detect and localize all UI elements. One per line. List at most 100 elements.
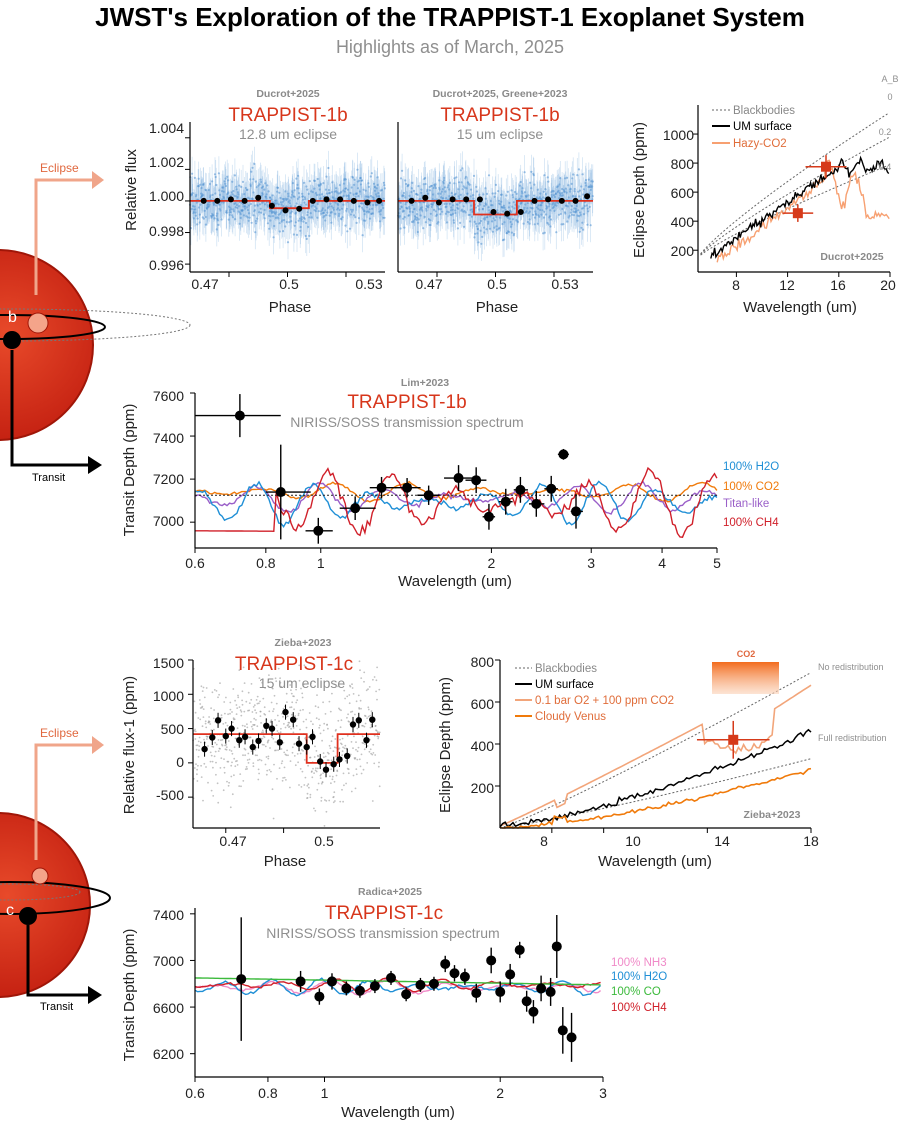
raw-point bbox=[312, 204, 315, 207]
star-trappist1-upper bbox=[0, 249, 94, 441]
raw-point bbox=[194, 211, 197, 214]
raw-point bbox=[311, 770, 313, 773]
raw-point bbox=[381, 204, 384, 207]
raw-point bbox=[431, 203, 434, 206]
raw-point bbox=[347, 768, 350, 771]
raw-point bbox=[198, 736, 201, 739]
raw-point bbox=[241, 703, 244, 706]
binned-point bbox=[531, 197, 538, 204]
raw-point bbox=[343, 182, 346, 185]
raw-point bbox=[205, 189, 208, 192]
raw-point bbox=[329, 202, 332, 205]
citation-c-transit: Radica+2025 bbox=[358, 886, 422, 898]
raw-point bbox=[349, 213, 353, 216]
xtick-b15-1: 0.5 bbox=[487, 276, 507, 292]
raw-point bbox=[270, 719, 273, 722]
raw-point bbox=[432, 186, 435, 189]
raw-point bbox=[441, 188, 444, 191]
raw-point bbox=[369, 726, 372, 729]
panel-c-eclipse-spectrum: Eclipse Depth (ppm) Wavelength (um) 8 10… bbox=[437, 649, 887, 870]
binned-point bbox=[255, 737, 262, 745]
binned-point bbox=[435, 199, 442, 206]
raw-point bbox=[207, 188, 210, 192]
raw-point bbox=[441, 210, 444, 213]
raw-point bbox=[375, 679, 378, 682]
raw-point bbox=[520, 195, 523, 198]
raw-point bbox=[315, 767, 317, 770]
raw-point bbox=[430, 205, 433, 208]
raw-point bbox=[367, 182, 370, 185]
raw-point bbox=[222, 201, 225, 204]
raw-point bbox=[298, 217, 302, 220]
raw-point bbox=[252, 214, 255, 217]
raw-point bbox=[264, 745, 267, 748]
raw-point bbox=[275, 702, 278, 705]
raw-point bbox=[500, 200, 503, 203]
raw-point bbox=[287, 195, 290, 198]
raw-point bbox=[264, 713, 267, 716]
raw-point bbox=[261, 185, 265, 188]
ytick-b12-1: 0.998 bbox=[149, 223, 184, 239]
raw-point bbox=[245, 766, 248, 768]
raw-point bbox=[249, 736, 252, 739]
raw-point bbox=[200, 764, 203, 767]
raw-point bbox=[346, 695, 349, 698]
raw-point bbox=[557, 189, 560, 192]
raw-point bbox=[315, 207, 318, 210]
raw-point bbox=[289, 706, 291, 709]
subtitle-b-transit: NIRISS/SOSS transmission spectrum bbox=[290, 414, 523, 430]
raw-point bbox=[231, 793, 234, 796]
raw-point bbox=[319, 777, 322, 779]
raw-point bbox=[250, 170, 253, 173]
raw-point bbox=[537, 207, 540, 210]
raw-point bbox=[363, 213, 366, 216]
raw-point bbox=[219, 682, 221, 684]
raw-point bbox=[345, 209, 348, 212]
raw-point bbox=[320, 193, 324, 196]
raw-point bbox=[331, 735, 334, 738]
raw-point bbox=[331, 778, 334, 781]
raw-point bbox=[411, 210, 414, 214]
raw-point bbox=[229, 806, 232, 809]
ytick-bt-1: 7200 bbox=[153, 471, 184, 487]
raw-point bbox=[398, 215, 402, 218]
page-title: JWST's Exploration of the TRAPPIST-1 Exo… bbox=[95, 2, 805, 32]
raw-point bbox=[399, 201, 402, 204]
raw-point bbox=[217, 739, 220, 741]
raw-point bbox=[210, 754, 213, 757]
raw-point bbox=[210, 729, 213, 731]
raw-point bbox=[264, 203, 267, 206]
raw-point bbox=[241, 690, 244, 693]
raw-point bbox=[452, 204, 455, 207]
raw-point bbox=[442, 182, 445, 185]
xtick-b15-0: 0.47 bbox=[415, 276, 442, 292]
raw-point bbox=[316, 788, 319, 791]
raw-point bbox=[513, 207, 516, 210]
raw-point bbox=[443, 202, 446, 205]
raw-point bbox=[354, 195, 357, 198]
raw-point bbox=[382, 181, 385, 184]
raw-point bbox=[266, 222, 269, 225]
raw-point bbox=[536, 206, 539, 209]
measurement-point bbox=[401, 989, 412, 1000]
ytick-ct-1: 6600 bbox=[153, 1000, 184, 1016]
raw-point bbox=[338, 747, 341, 750]
raw-point bbox=[446, 186, 449, 189]
raw-point bbox=[444, 212, 447, 215]
raw-point bbox=[225, 748, 228, 751]
raw-point bbox=[202, 716, 205, 718]
raw-point bbox=[458, 197, 461, 200]
raw-point bbox=[369, 748, 372, 751]
raw-point bbox=[577, 168, 581, 171]
raw-point bbox=[559, 212, 563, 215]
ytick-b12-4: 1.004 bbox=[149, 120, 184, 136]
raw-point bbox=[543, 231, 546, 234]
raw-point bbox=[203, 696, 206, 699]
raw-point bbox=[321, 208, 324, 212]
raw-point bbox=[488, 209, 491, 212]
raw-point bbox=[276, 730, 279, 732]
raw-point bbox=[378, 731, 381, 734]
raw-point bbox=[366, 745, 369, 747]
raw-point bbox=[342, 683, 345, 686]
raw-point bbox=[197, 185, 200, 188]
